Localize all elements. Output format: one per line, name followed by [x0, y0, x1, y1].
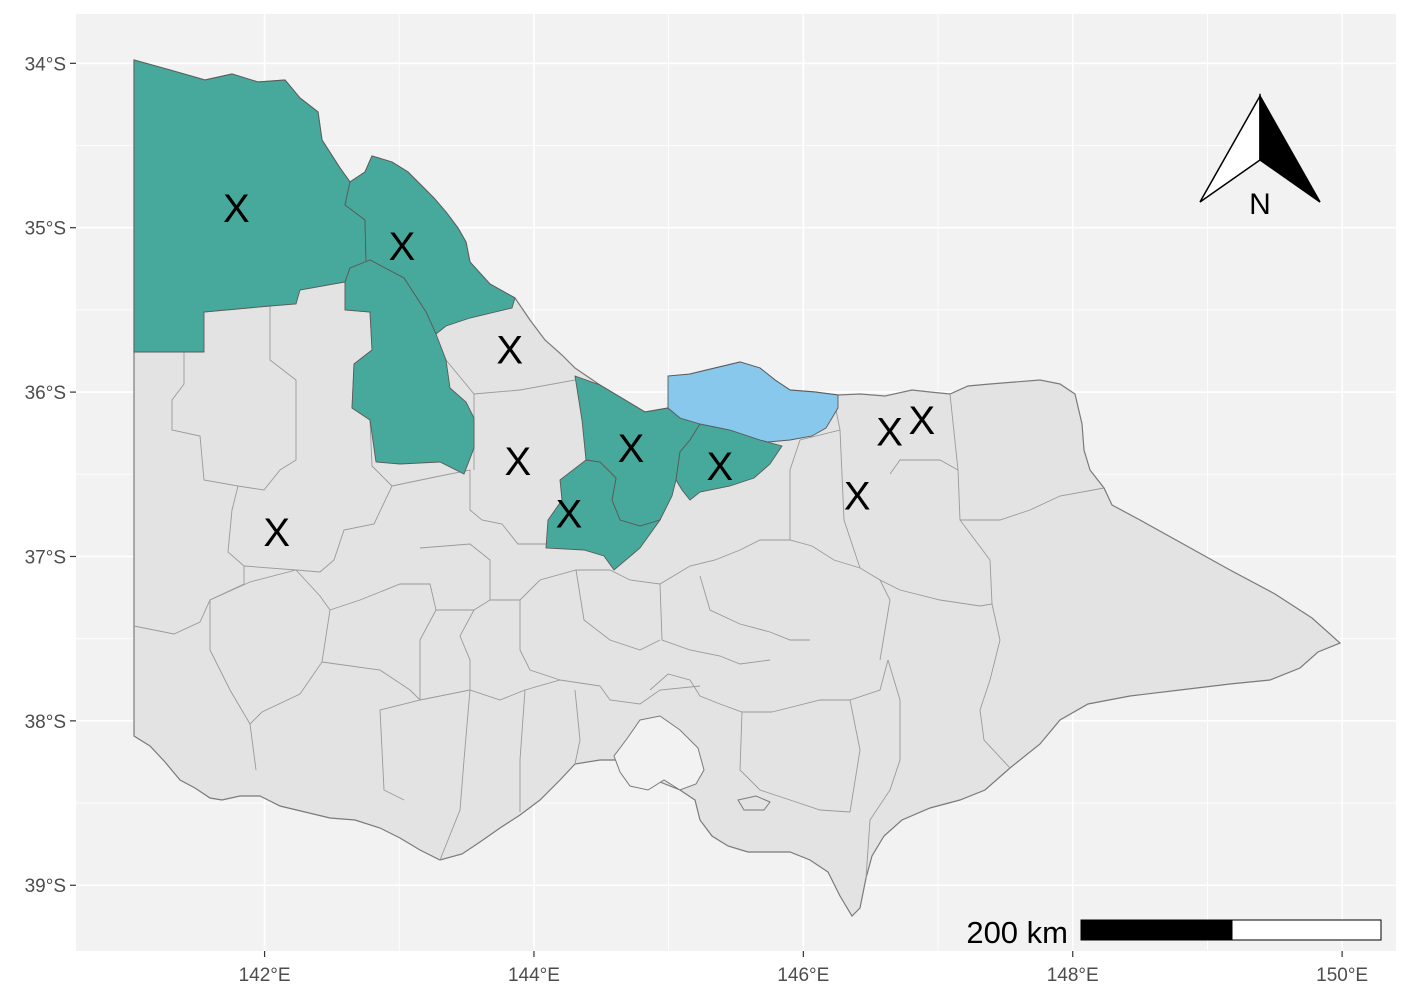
port-phillip-bay [613, 715, 705, 791]
x-marker: X [618, 427, 645, 471]
x-axis-tick-label: 144°E [508, 965, 560, 986]
teal-region-bendigo-south [545, 459, 662, 571]
y-axis-tick-label: 34°S [25, 54, 66, 75]
y-axis-tick-label: 38°S [25, 712, 66, 733]
lga-boundaries [133, 281, 1105, 879]
scale-bar: 200 km [966, 915, 1382, 950]
y-axis-tick-label: 35°S [25, 219, 66, 240]
x-axis-tick-label: 142°E [239, 965, 291, 986]
x-marker: X [504, 440, 531, 484]
x-marker: X [389, 225, 416, 269]
map-land [133, 59, 1342, 917]
x-marker: X [556, 493, 583, 537]
blue-region-murray-north-east [667, 361, 839, 443]
teal-region-gannawarra [344, 259, 475, 475]
x-marker: X [706, 445, 733, 489]
north-arrow: N [1199, 93, 1321, 221]
x-marker: X [223, 187, 250, 231]
y-axis-tick-label: 36°S [25, 383, 66, 404]
x-marker: X [909, 399, 936, 443]
x-axis: 142°E 144°E 146°E 148°E 150°E [239, 951, 1368, 986]
y-axis: 34°S 35°S 36°S 37°S 38°S 39°S [25, 54, 76, 897]
scale-bar-label: 200 km [966, 915, 1068, 950]
x-marker: X [496, 328, 523, 372]
phillip-island [737, 795, 771, 811]
x-axis-tick-label: 150°E [1316, 965, 1368, 986]
x-axis-tick-label: 146°E [777, 965, 829, 986]
north-arrow-black-half [1259, 93, 1321, 203]
scale-bar-black-segment [1080, 919, 1233, 941]
x-marker: X [876, 411, 903, 455]
scale-bar-white-segment [1231, 919, 1382, 941]
x-marker: X [263, 511, 290, 555]
x-marker: X [844, 475, 871, 519]
y-axis-tick-label: 39°S [25, 876, 66, 897]
x-axis-tick-label: 148°E [1047, 965, 1099, 986]
y-axis-tick-label: 37°S [25, 547, 66, 568]
north-arrow-label: N [1249, 188, 1271, 221]
